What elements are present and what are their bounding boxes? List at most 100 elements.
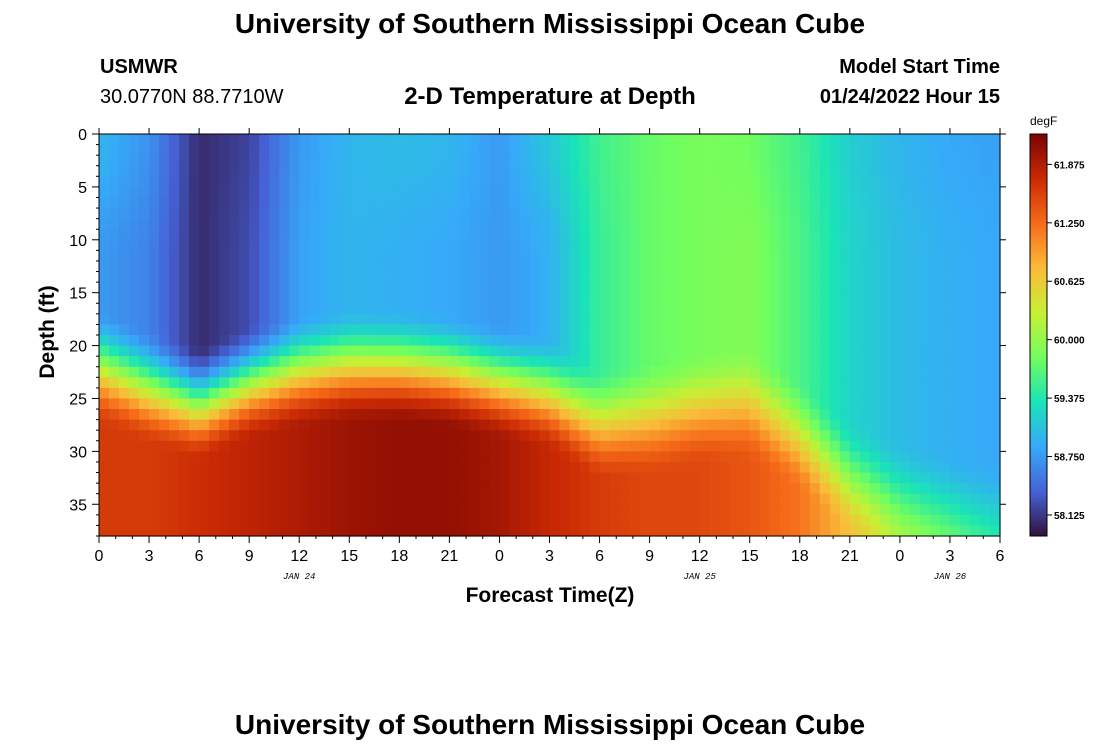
heatmap-cell bbox=[829, 419, 841, 431]
heatmap-cell bbox=[509, 303, 521, 315]
heatmap-cell bbox=[859, 451, 871, 463]
heatmap-cell bbox=[229, 461, 240, 474]
heatmap-cell bbox=[189, 271, 200, 283]
heatmap-cell bbox=[209, 504, 220, 516]
heatmap-cell bbox=[719, 514, 731, 527]
heatmap-cell bbox=[429, 197, 440, 209]
heatmap-cell bbox=[379, 260, 390, 273]
heatmap-cell bbox=[179, 345, 190, 357]
heatmap-cell bbox=[599, 250, 611, 262]
heatmap-cell bbox=[709, 525, 721, 537]
heatmap-cell bbox=[379, 176, 390, 188]
heatmap-cell bbox=[589, 271, 601, 283]
heatmap-cell bbox=[419, 324, 430, 336]
heatmap-cell bbox=[279, 461, 290, 474]
heatmap-cell bbox=[739, 176, 751, 188]
heatmap-cell bbox=[629, 176, 641, 188]
heatmap-cell bbox=[469, 356, 481, 368]
heatmap-cell bbox=[139, 335, 150, 347]
heatmap-cell bbox=[859, 303, 871, 315]
heatmap-cell bbox=[939, 409, 951, 421]
heatmap-cell bbox=[159, 493, 170, 505]
heatmap-cell bbox=[699, 218, 711, 230]
heatmap-cell bbox=[459, 186, 471, 199]
heatmap-cell bbox=[359, 493, 370, 505]
heatmap-cell bbox=[559, 144, 571, 156]
heatmap-cell bbox=[629, 303, 641, 315]
heatmap-cell bbox=[769, 504, 781, 516]
heatmap-cell bbox=[869, 409, 881, 421]
heatmap-cell bbox=[909, 366, 921, 378]
heatmap-cell bbox=[869, 430, 881, 442]
heatmap-cell bbox=[919, 186, 931, 199]
heatmap-cell bbox=[199, 483, 210, 495]
heatmap-cell bbox=[239, 451, 250, 463]
heatmap-cell bbox=[519, 419, 531, 431]
heatmap-cell bbox=[829, 324, 841, 336]
heatmap-cell bbox=[169, 239, 180, 251]
heatmap-cell bbox=[659, 440, 671, 452]
heatmap-cell bbox=[159, 335, 170, 347]
heatmap-cell bbox=[299, 271, 310, 283]
heatmap-cell bbox=[449, 292, 460, 304]
heatmap-cell bbox=[309, 504, 320, 516]
heatmap-cell bbox=[899, 303, 911, 315]
heatmap-cell bbox=[219, 218, 230, 230]
heatmap-cell bbox=[369, 324, 380, 336]
heatmap-cell bbox=[279, 239, 290, 251]
heatmap-cell bbox=[259, 335, 270, 347]
heatmap-cell bbox=[919, 260, 931, 273]
heatmap-cell bbox=[809, 514, 821, 527]
heatmap-cell bbox=[489, 430, 501, 442]
heatmap-cell bbox=[869, 504, 881, 516]
heatmap-cell bbox=[969, 144, 981, 156]
heatmap-cell bbox=[539, 430, 551, 442]
heatmap-cell bbox=[449, 303, 460, 315]
heatmap-cell bbox=[239, 197, 250, 209]
heatmap-cell bbox=[979, 440, 991, 452]
heatmap-cell bbox=[279, 197, 290, 209]
heatmap-cell bbox=[959, 409, 971, 421]
heatmap-cell bbox=[579, 271, 591, 283]
heatmap-cell bbox=[609, 493, 621, 505]
heatmap-cell bbox=[839, 387, 851, 400]
heatmap-cell bbox=[619, 356, 631, 368]
heatmap-cell bbox=[719, 239, 731, 251]
heatmap-cell bbox=[289, 165, 300, 177]
heatmap-cell bbox=[639, 419, 651, 431]
heatmap-cell bbox=[449, 218, 460, 230]
heatmap-cell bbox=[459, 356, 471, 368]
heatmap-cell bbox=[159, 282, 170, 294]
heatmap-cell bbox=[699, 239, 711, 251]
heatmap-cell bbox=[279, 282, 290, 294]
heatmap-cell bbox=[469, 239, 481, 251]
heatmap-cell bbox=[729, 398, 741, 410]
heatmap-cell bbox=[879, 313, 891, 326]
heatmap-cell bbox=[699, 356, 711, 368]
heatmap-cell bbox=[779, 324, 791, 336]
heatmap-cell bbox=[849, 493, 861, 505]
heatmap-cell bbox=[989, 514, 1001, 527]
heatmap-cell bbox=[859, 472, 871, 484]
heatmap-cell bbox=[979, 345, 991, 357]
heatmap-cell bbox=[739, 197, 751, 209]
heatmap-cell bbox=[609, 461, 621, 474]
heatmap-cell bbox=[469, 197, 481, 209]
heatmap-cell bbox=[569, 155, 581, 167]
heatmap-cell bbox=[939, 430, 951, 442]
heatmap-cell bbox=[799, 176, 811, 188]
heatmap-cell bbox=[109, 377, 120, 389]
heatmap-cell bbox=[749, 134, 761, 146]
heatmap-cell bbox=[349, 366, 360, 378]
heatmap-cell bbox=[979, 250, 991, 262]
heatmap-cell bbox=[989, 398, 1001, 410]
heatmap-cell bbox=[499, 461, 511, 474]
heatmap-cell bbox=[939, 440, 951, 452]
heatmap-cell bbox=[219, 377, 230, 389]
heatmap-cell bbox=[669, 239, 681, 251]
heatmap-cell bbox=[429, 250, 440, 262]
heatmap-cell bbox=[209, 218, 220, 230]
heatmap-cell bbox=[209, 197, 220, 209]
heatmap-cell bbox=[529, 493, 541, 505]
